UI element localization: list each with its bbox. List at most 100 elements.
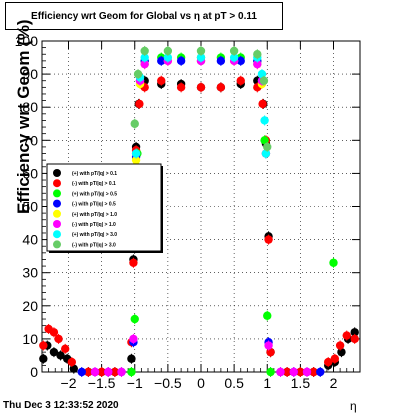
data-point	[77, 367, 86, 377]
data-point	[229, 53, 239, 62]
data-point	[135, 99, 144, 109]
data-point	[302, 367, 312, 377]
data-point	[131, 155, 141, 165]
data-point	[157, 56, 166, 66]
y-axis-label: Efficiency wrt Geom (%)	[14, 19, 33, 214]
data-point	[49, 328, 59, 337]
data-point	[127, 367, 136, 377]
x-axis-label: η	[350, 399, 357, 413]
y-tick-label: 30	[22, 265, 38, 281]
legend-marker	[53, 220, 61, 228]
data-point	[263, 142, 272, 152]
legend-entry: (+) with pT/|q| > 1.0	[72, 212, 117, 218]
legend-marker	[53, 169, 61, 177]
x-tick-label: 2	[330, 375, 338, 391]
timestamp: Thu Dec 3 12:33:52 2020	[3, 400, 119, 411]
data-point	[330, 354, 340, 363]
y-tick-label: 90	[22, 66, 38, 82]
data-point	[264, 235, 273, 244]
x-tick-label: 0	[197, 375, 205, 391]
data-point	[264, 341, 273, 350]
data-point	[335, 341, 345, 350]
legend-entry: (-) with pT/|q| > 3.0	[72, 242, 116, 248]
data-point	[236, 56, 245, 66]
data-point	[84, 367, 93, 377]
data-point	[97, 367, 106, 377]
chart-title-box: Efficiency wrt Geom for Global vs η at p…	[5, 2, 283, 30]
data-point	[253, 50, 262, 59]
data-point	[129, 258, 138, 267]
data-point	[140, 46, 149, 56]
data-point	[140, 59, 149, 69]
legend-box	[46, 163, 162, 252]
data-point	[196, 53, 206, 62]
y-tick-label: 70	[22, 132, 38, 148]
legend-marker	[53, 199, 61, 208]
data-point	[110, 367, 120, 377]
data-point	[329, 258, 338, 267]
data-point	[67, 357, 77, 367]
legend-entry: (-) with pT/|q| > 0.1	[72, 181, 116, 187]
data-point	[54, 334, 63, 344]
data-point	[130, 119, 139, 128]
data-point	[260, 136, 269, 145]
x-tick-label: 1.5	[291, 375, 311, 391]
data-point	[253, 59, 262, 69]
legend-marker	[53, 240, 61, 249]
data-point	[229, 46, 239, 56]
data-point	[324, 357, 333, 367]
data-point	[342, 331, 351, 340]
data-point	[140, 53, 149, 62]
data-point	[60, 344, 70, 354]
data-point	[289, 367, 298, 377]
chart-title: Efficiency wrt Geom for Global vs η at p…	[31, 10, 257, 22]
data-point	[258, 99, 267, 109]
data-point	[216, 83, 226, 92]
legend-entry: (-) with pT/|q| > 0.5	[72, 202, 116, 208]
data-point	[157, 76, 166, 85]
data-point	[104, 367, 113, 377]
data-point	[127, 354, 136, 363]
data-point	[176, 56, 186, 66]
data-point	[216, 56, 226, 66]
data-point	[350, 328, 359, 337]
legend-entry: (+) with pT/|q| > 0.5	[72, 191, 117, 197]
y-tick-label: 0	[30, 364, 38, 380]
legend-marker	[53, 189, 61, 198]
data-point	[316, 367, 325, 377]
data-point	[263, 311, 272, 320]
data-point	[266, 367, 275, 377]
legend-marker	[53, 209, 61, 218]
y-tick-label: 10	[22, 331, 38, 347]
y-tick-label: 40	[22, 232, 38, 248]
legend-entry: (+) with pT/|q| > 3.0	[72, 232, 117, 238]
y-tick-label: 100	[15, 33, 39, 49]
data-point	[176, 83, 186, 92]
x-tick-label: −2	[61, 375, 77, 391]
data-point	[260, 116, 269, 125]
y-tick-label: 20	[22, 298, 38, 314]
x-tick-label: −1.5	[88, 375, 116, 391]
data-point	[133, 69, 143, 79]
y-tick-label: 80	[22, 99, 38, 115]
data-point	[90, 367, 100, 377]
data-point	[261, 149, 271, 158]
data-point	[163, 53, 173, 62]
data-point	[350, 334, 359, 344]
legend-entry: (+) with pT/|q| > 0.1	[72, 171, 117, 177]
data-point	[309, 367, 318, 377]
data-point	[196, 83, 206, 92]
data-point	[196, 46, 206, 56]
data-point	[49, 347, 59, 357]
x-tick-label: 1	[263, 375, 271, 391]
data-point	[39, 341, 48, 350]
data-point	[236, 76, 245, 85]
data-point	[129, 334, 138, 344]
data-point	[163, 46, 173, 56]
data-point	[296, 367, 305, 377]
data-point	[39, 354, 48, 363]
legend-entry: (-) with pT/|q| > 1.0	[72, 222, 116, 228]
legend-marker	[53, 230, 61, 239]
legend-marker	[53, 179, 61, 188]
